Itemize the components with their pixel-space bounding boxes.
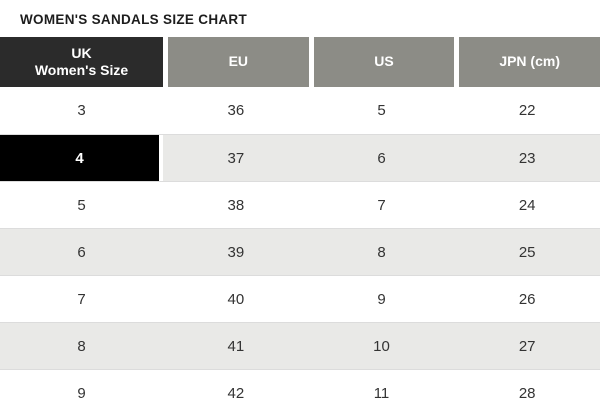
table-row: 7 40 9 26 bbox=[0, 275, 600, 322]
table-cell: 39 bbox=[163, 229, 309, 275]
table-cell: 36 bbox=[163, 87, 309, 134]
table-cell: 23 bbox=[454, 135, 600, 181]
table-row: 9 42 11 28 bbox=[0, 369, 600, 416]
table-cell: 22 bbox=[454, 87, 600, 134]
uk-size-cell[interactable]: 7 bbox=[0, 276, 163, 322]
header-eu: EU bbox=[163, 37, 309, 87]
uk-size-cell[interactable]: 5 bbox=[0, 182, 163, 228]
header-us: US bbox=[308, 37, 455, 87]
table-header-row: UK Women's Size EU US JPN (cm) bbox=[0, 37, 600, 87]
table-cell: 37 bbox=[163, 135, 309, 181]
table-cell: 41 bbox=[163, 323, 309, 369]
table-cell: 10 bbox=[308, 323, 455, 369]
size-chart-title: WOMEN'S SANDALS SIZE CHART bbox=[20, 12, 248, 27]
uk-size-cell[interactable]: 9 bbox=[0, 370, 163, 416]
table-cell: 8 bbox=[308, 229, 455, 275]
table-row: 4 37 6 23 bbox=[0, 134, 600, 181]
table-cell: 5 bbox=[308, 87, 455, 134]
table-cell: 26 bbox=[454, 276, 600, 322]
table-cell: 38 bbox=[163, 182, 309, 228]
table-cell: 9 bbox=[308, 276, 455, 322]
table-row: 3 36 5 22 bbox=[0, 87, 600, 134]
table-row: 8 41 10 27 bbox=[0, 322, 600, 369]
table-cell: 11 bbox=[308, 370, 455, 416]
table-cell: 40 bbox=[163, 276, 309, 322]
table-cell: 28 bbox=[454, 370, 600, 416]
table-cell: 7 bbox=[308, 182, 455, 228]
table-cell: 24 bbox=[454, 182, 600, 228]
header-jpn-cm: JPN (cm) bbox=[454, 37, 600, 87]
table-cell: 42 bbox=[163, 370, 309, 416]
table-cell: 6 bbox=[308, 135, 455, 181]
size-table-body: 3 36 5 22 4 37 6 23 5 38 7 24 6 39 8 25 7 40 9 26 8 41 10 27 9 42… bbox=[0, 87, 600, 416]
uk-size-cell[interactable]: 8 bbox=[0, 323, 163, 369]
uk-size-cell[interactable]: 3 bbox=[0, 87, 163, 134]
uk-size-cell[interactable]: 6 bbox=[0, 229, 163, 275]
header-uk-womens-size: UK Women's Size bbox=[0, 37, 163, 87]
selected-size-cell[interactable]: 4 bbox=[0, 135, 163, 181]
table-row: 5 38 7 24 bbox=[0, 181, 600, 228]
table-cell: 27 bbox=[454, 323, 600, 369]
table-cell: 25 bbox=[454, 229, 600, 275]
table-row: 6 39 8 25 bbox=[0, 228, 600, 275]
size-table: UK Women's Size EU US JPN (cm) 3 36 5 22 4 37… bbox=[0, 37, 600, 416]
